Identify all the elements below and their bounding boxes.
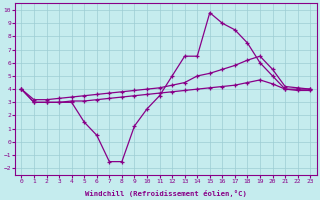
X-axis label: Windchill (Refroidissement éolien,°C): Windchill (Refroidissement éolien,°C) [85,190,247,197]
